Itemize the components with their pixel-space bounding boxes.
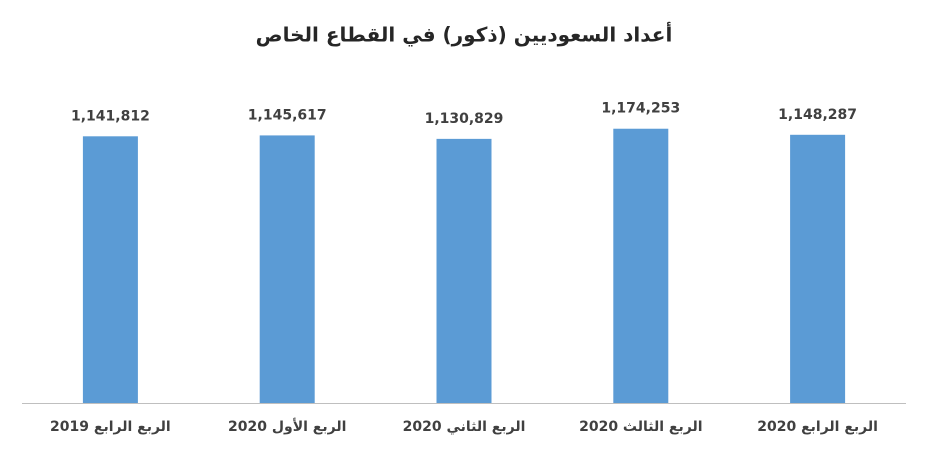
bar bbox=[436, 138, 492, 403]
bar bbox=[82, 136, 138, 403]
bar bbox=[259, 135, 315, 403]
chart-title: أعداد السعوديين (ذكور) في القطاع الخاص bbox=[256, 21, 673, 48]
value-label: 1,145,617 bbox=[248, 107, 327, 123]
x-tick-label: الربع الأول 2020 bbox=[228, 418, 346, 435]
bar bbox=[613, 128, 669, 404]
x-tick-label: الربع الرابع 2019 bbox=[50, 419, 171, 435]
x-tick-label: الربع الثاني 2020 bbox=[403, 419, 526, 435]
x-tick-label: الربع الرابع 2020 bbox=[757, 419, 878, 435]
value-label: 1,174,253 bbox=[601, 101, 680, 117]
value-label: 1,130,829 bbox=[425, 111, 504, 127]
x-tick-label: الربع الثالث 2020 bbox=[579, 419, 702, 435]
bar bbox=[790, 134, 846, 403]
value-label: 1,148,287 bbox=[778, 107, 857, 123]
value-label: 1,141,812 bbox=[71, 108, 150, 124]
